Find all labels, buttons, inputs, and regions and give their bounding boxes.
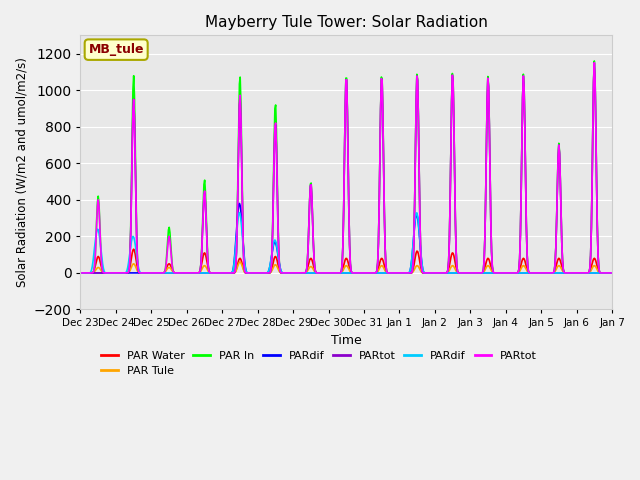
PAR Water [412, 253, 419, 259]
PARdif [236, 201, 243, 206]
PARdif [608, 270, 616, 276]
Line: PARtot: PARtot [81, 63, 612, 273]
PARdif [427, 270, 435, 276]
PARdif [236, 210, 243, 216]
PAR In [223, 270, 230, 276]
PARdif [223, 270, 230, 276]
PARtot [141, 270, 148, 276]
PARdif [141, 270, 148, 276]
PAR Water [196, 269, 204, 275]
PARdif [427, 270, 435, 276]
PAR Water [141, 270, 149, 276]
Line: PARdif: PARdif [81, 213, 612, 273]
PARdif [608, 270, 616, 276]
PARdif [77, 270, 84, 276]
PARtot [77, 270, 84, 276]
PARtot [426, 270, 434, 276]
PAR Tule [223, 270, 230, 276]
Title: Mayberry Tule Tower: Solar Radiation: Mayberry Tule Tower: Solar Radiation [205, 15, 488, 30]
PARtot [195, 270, 203, 276]
PAR Water [427, 270, 435, 276]
PARtot [77, 270, 84, 276]
PARdif [141, 270, 148, 276]
PAR In [195, 270, 203, 276]
Legend: PAR Water, PAR Tule, PAR In, PARdif, PARtot, PARdif, PARtot: PAR Water, PAR Tule, PAR In, PARdif, PAR… [97, 346, 541, 381]
PAR Tule [412, 264, 419, 270]
PAR Tule [236, 259, 244, 265]
PAR In [411, 200, 419, 205]
PAR Water [86, 270, 94, 276]
PARtot [591, 60, 598, 66]
PARtot [411, 201, 419, 206]
X-axis label: Time: Time [331, 334, 362, 347]
PARdif [223, 270, 230, 276]
Line: PARdif: PARdif [81, 204, 612, 273]
PARtot [86, 270, 94, 276]
PARtot [86, 270, 94, 276]
PARtot [223, 270, 230, 276]
PAR Tule [141, 270, 148, 276]
PAR Water [77, 270, 84, 276]
PARdif [195, 270, 203, 276]
PAR Water [130, 246, 138, 252]
PAR Tule [427, 270, 435, 276]
PAR Tule [608, 270, 616, 276]
PARdif [412, 216, 419, 222]
PAR In [77, 270, 84, 276]
PARtot [608, 270, 616, 276]
PAR Tule [77, 270, 84, 276]
Line: PAR Water: PAR Water [81, 249, 612, 273]
PAR In [141, 270, 148, 276]
PAR In [86, 270, 94, 276]
PARtot [608, 270, 616, 276]
PARtot [223, 270, 230, 276]
PARtot [195, 270, 203, 276]
Y-axis label: Solar Radiation (W/m2 and umol/m2/s): Solar Radiation (W/m2 and umol/m2/s) [15, 58, 28, 288]
PARtot [591, 60, 598, 66]
PARdif [412, 215, 419, 220]
Text: MB_tule: MB_tule [88, 43, 144, 56]
PAR Tule [86, 270, 94, 276]
PARtot [141, 270, 148, 276]
PARtot [411, 201, 419, 206]
PARtot [426, 270, 434, 276]
PARdif [86, 270, 94, 276]
PAR Tule [195, 270, 203, 276]
PAR In [608, 270, 616, 276]
Line: PAR Tule: PAR Tule [81, 262, 612, 273]
PAR Water [224, 270, 232, 276]
PAR Water [608, 270, 616, 276]
Line: PAR In: PAR In [81, 61, 612, 273]
PARdif [195, 270, 203, 276]
PAR In [426, 270, 434, 276]
PAR In [591, 58, 598, 64]
PARdif [86, 270, 94, 276]
PARdif [77, 270, 84, 276]
Line: PARtot: PARtot [81, 63, 612, 273]
